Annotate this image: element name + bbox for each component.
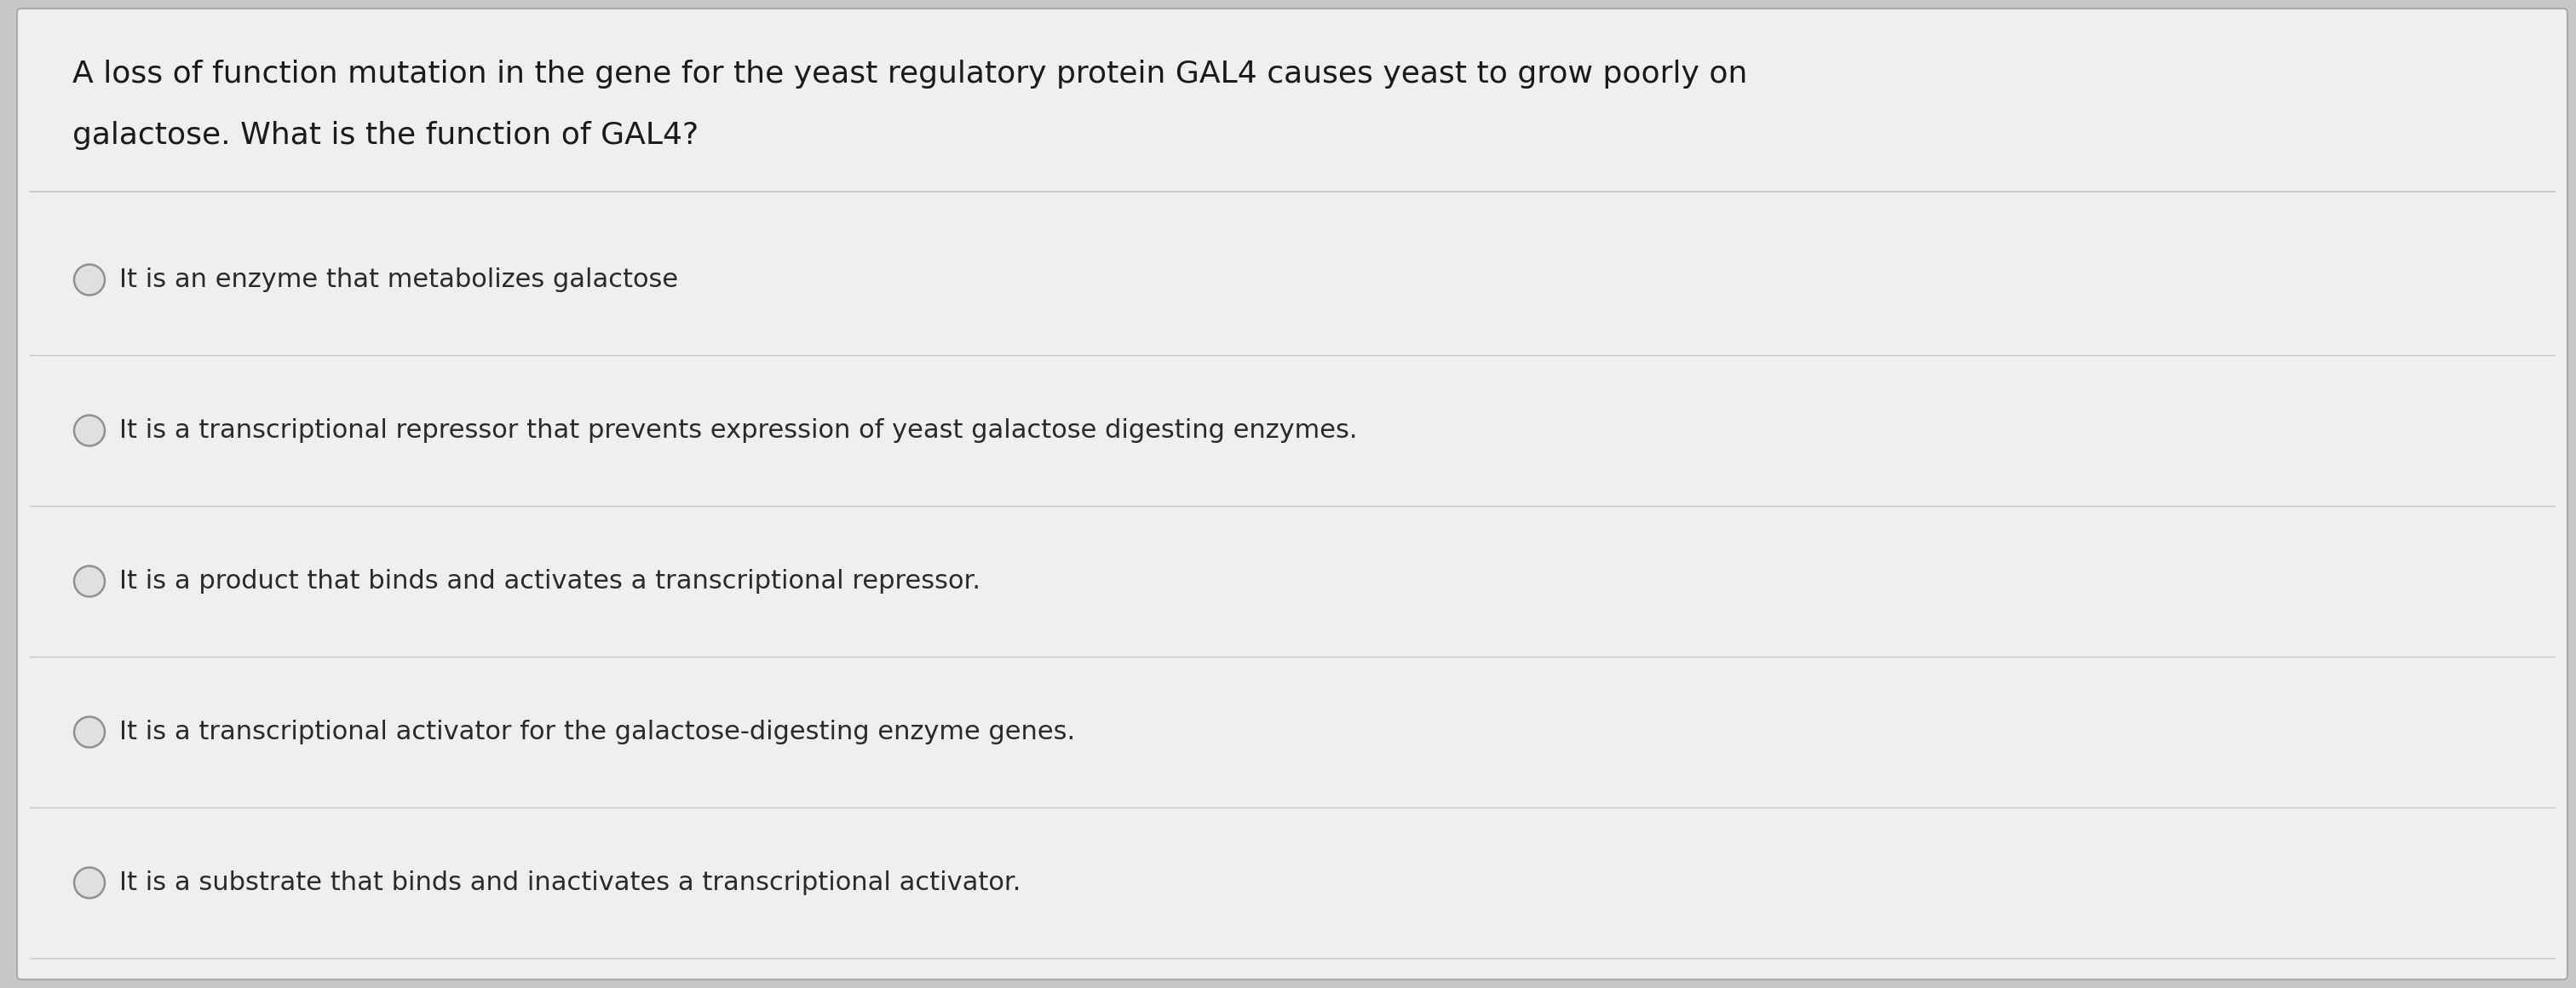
FancyBboxPatch shape [18, 9, 2568, 979]
Circle shape [75, 265, 106, 295]
Text: It is a transcriptional repressor that prevents expression of yeast galactose di: It is a transcriptional repressor that p… [118, 418, 1358, 443]
Circle shape [75, 716, 106, 747]
Text: It is a substrate that binds and inactivates a transcriptional activator.: It is a substrate that binds and inactiv… [118, 870, 1020, 895]
Circle shape [75, 415, 106, 446]
Text: It is a transcriptional activator for the galactose-digesting enzyme genes.: It is a transcriptional activator for th… [118, 719, 1074, 744]
Circle shape [75, 867, 106, 898]
Text: It is an enzyme that metabolizes galactose: It is an enzyme that metabolizes galacto… [118, 268, 677, 292]
Text: It is a product that binds and activates a transcriptional repressor.: It is a product that binds and activates… [118, 569, 981, 594]
Text: A loss of function mutation in the gene for the yeast regulatory protein GAL4 ca: A loss of function mutation in the gene … [72, 59, 1747, 89]
Circle shape [75, 566, 106, 597]
Text: galactose. What is the function of GAL4?: galactose. What is the function of GAL4? [72, 121, 698, 150]
